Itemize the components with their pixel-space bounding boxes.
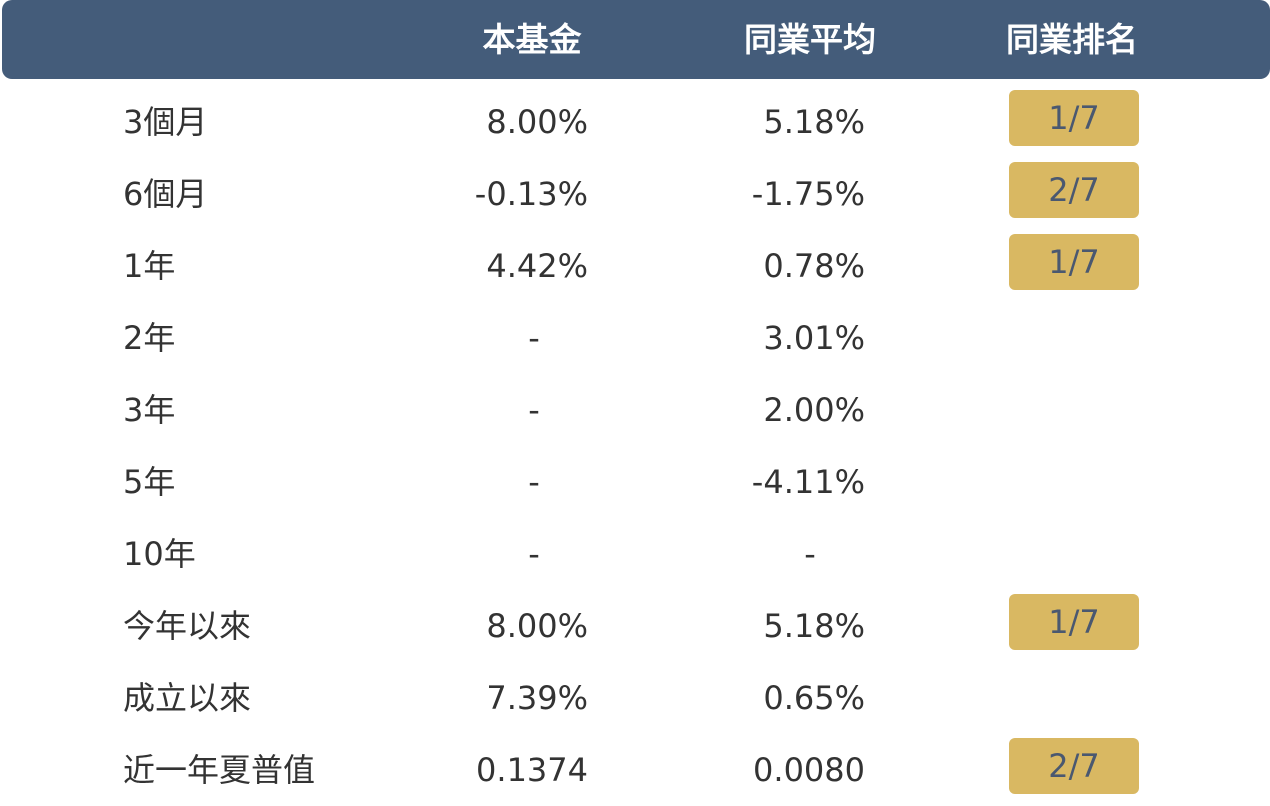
fund-value: - bbox=[528, 319, 540, 357]
peer-average-value: 0.78% bbox=[763, 247, 865, 285]
rank-badge: 1/7 bbox=[1009, 90, 1139, 146]
table-row: 今年以來 8.00% 5.18% 1/7 bbox=[0, 590, 1270, 662]
header-peer-average: 同業平均 bbox=[744, 20, 876, 59]
fund-value: - bbox=[528, 391, 540, 429]
peer-average-value: 0.65% bbox=[763, 679, 865, 717]
fund-value: -0.13% bbox=[474, 175, 588, 213]
period-label: 成立以來 bbox=[123, 679, 252, 717]
table-row: 5年 - -4.11% bbox=[0, 446, 1270, 518]
period-label: 近一年夏普值 bbox=[123, 751, 316, 789]
fund-value: 8.00% bbox=[486, 103, 588, 141]
table-row: 2年 - 3.01% bbox=[0, 302, 1270, 374]
table-row: 1年 4.42% 0.78% 1/7 bbox=[0, 230, 1270, 302]
table-row: 近一年夏普值 0.1374 0.0080 2/7 bbox=[0, 734, 1270, 806]
rank-badge: 1/7 bbox=[1009, 234, 1139, 290]
period-label: 10年 bbox=[123, 535, 196, 573]
period-label: 1年 bbox=[123, 247, 176, 285]
fund-value: - bbox=[528, 535, 540, 573]
peer-average-value: 2.00% bbox=[763, 391, 865, 429]
fund-value: 0.1374 bbox=[476, 751, 588, 789]
fund-value: 7.39% bbox=[486, 679, 588, 717]
table-row: 3年 - 2.00% bbox=[0, 374, 1270, 446]
rank-badge: 2/7 bbox=[1009, 162, 1139, 218]
period-label: 2年 bbox=[123, 319, 176, 357]
peer-average-value: 0.0080 bbox=[753, 751, 865, 789]
period-label: 今年以來 bbox=[123, 607, 252, 645]
period-label: 3個月 bbox=[123, 103, 208, 141]
peer-average-value: - bbox=[804, 535, 816, 573]
header-fund: 本基金 bbox=[482, 20, 582, 59]
table-row: 成立以來 7.39% 0.65% bbox=[0, 662, 1270, 734]
period-label: 6個月 bbox=[123, 175, 208, 213]
fund-value: - bbox=[528, 463, 540, 501]
peer-average-value: 5.18% bbox=[763, 103, 865, 141]
table-row: 6個月 -0.13% -1.75% 2/7 bbox=[0, 158, 1270, 230]
rank-badge: 1/7 bbox=[1009, 594, 1139, 650]
fund-value: 4.42% bbox=[486, 247, 588, 285]
peer-average-value: -4.11% bbox=[751, 463, 865, 501]
rank-badge: 2/7 bbox=[1009, 738, 1139, 794]
header-peer-rank: 同業排名 bbox=[1006, 20, 1138, 59]
peer-average-value: -1.75% bbox=[751, 175, 865, 213]
peer-average-value: 5.18% bbox=[763, 607, 865, 645]
table-row: 10年 - - bbox=[0, 518, 1270, 590]
performance-table: 3個月 8.00% 5.18% 1/7 6個月 -0.13% -1.75% 2/… bbox=[0, 86, 1270, 806]
period-label: 5年 bbox=[123, 463, 176, 501]
table-row: 3個月 8.00% 5.18% 1/7 bbox=[0, 86, 1270, 158]
fund-value: 8.00% bbox=[486, 607, 588, 645]
peer-average-value: 3.01% bbox=[763, 319, 865, 357]
table-header: 本基金 同業平均 同業排名 bbox=[2, 0, 1270, 79]
period-label: 3年 bbox=[123, 391, 176, 429]
